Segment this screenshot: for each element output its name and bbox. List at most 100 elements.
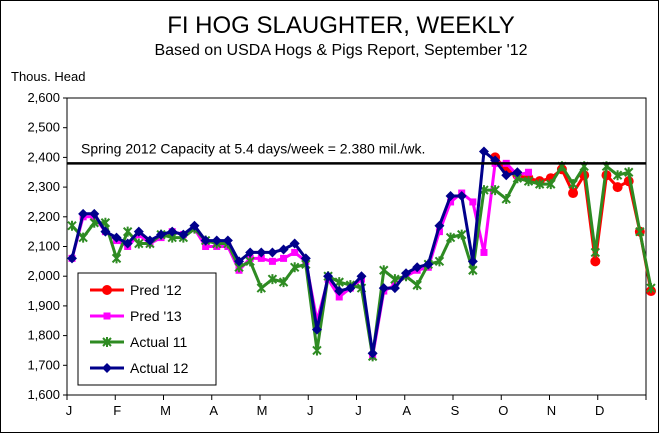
data-point	[289, 262, 300, 273]
data-point	[256, 247, 267, 258]
x-tick-label: A	[209, 403, 218, 418]
x-tick-label: M	[257, 403, 268, 418]
legend-item: Pred '12	[90, 282, 182, 298]
y-tick-label: 1,600	[27, 387, 60, 402]
data-point	[412, 262, 423, 273]
x-tick-label: J	[307, 403, 314, 418]
data-point	[100, 226, 111, 237]
data-point	[478, 146, 489, 157]
data-point	[389, 283, 400, 294]
x-tick-label: F	[113, 403, 121, 418]
data-point	[379, 265, 389, 276]
data-point	[590, 256, 601, 267]
x-tick-label: S	[451, 403, 460, 418]
data-point	[103, 312, 111, 320]
data-point	[289, 238, 300, 249]
y-tick-label: 2,400	[27, 149, 60, 164]
data-point	[568, 179, 578, 190]
data-point	[445, 232, 456, 243]
legend-box	[77, 272, 217, 386]
data-point	[434, 220, 445, 231]
x-tick-label: D	[595, 403, 604, 418]
y-tick-label: 1,800	[27, 328, 60, 343]
data-point	[646, 283, 656, 294]
data-point	[501, 193, 511, 204]
legend-label: Pred '12	[130, 282, 182, 298]
data-point	[144, 235, 155, 246]
data-point	[401, 268, 412, 279]
data-point	[501, 170, 512, 181]
y-tick-label: 2,000	[27, 268, 60, 283]
data-point	[102, 363, 112, 373]
data-point	[256, 283, 266, 294]
chart-subtitle: Based on USDA Hogs & Pigs Report, Septem…	[154, 42, 527, 59]
y-tick-label: 2,100	[27, 239, 60, 254]
x-tick-label: O	[498, 403, 508, 418]
data-point	[624, 167, 634, 178]
data-point	[334, 286, 345, 297]
data-point	[525, 168, 533, 176]
legend-label: Pred '13	[130, 308, 182, 324]
data-point	[334, 277, 344, 288]
data-point	[102, 337, 112, 347]
y-axis-label: Thous. Head	[11, 69, 85, 84]
data-point	[291, 248, 299, 256]
legend: Pred '12 Pred '13 Actual 11 Actual 12	[77, 272, 217, 386]
data-point	[280, 254, 288, 262]
data-point	[335, 293, 343, 301]
data-point	[356, 271, 367, 282]
data-point	[102, 285, 112, 295]
data-point	[278, 244, 289, 255]
data-point	[67, 220, 77, 231]
y-tick-label: 1,700	[27, 357, 60, 372]
x-tick-label: A	[402, 403, 411, 418]
y-tick-label: 2,300	[27, 179, 60, 194]
data-point	[435, 228, 443, 236]
data-point	[189, 220, 200, 231]
data-point	[278, 277, 289, 288]
data-point	[122, 226, 133, 237]
y-tick-label: 2,500	[27, 120, 60, 135]
data-point	[78, 232, 88, 243]
chart-title: FI HOG SLAUGHTER, WEEKLY	[167, 12, 515, 39]
data-point	[445, 191, 456, 202]
x-tick-label: N	[547, 403, 556, 418]
data-point	[469, 198, 477, 206]
data-point	[468, 265, 478, 276]
x-tick-label: M	[160, 403, 171, 418]
y-tick-label: 1,900	[27, 298, 60, 313]
legend-label: Actual 11	[130, 334, 188, 350]
data-point	[245, 256, 255, 267]
data-point	[367, 348, 378, 359]
data-point	[245, 247, 256, 258]
data-point	[133, 226, 144, 237]
data-point	[512, 167, 523, 178]
data-point	[490, 185, 500, 196]
data-point	[323, 271, 334, 282]
data-point	[434, 256, 445, 267]
x-tick-label: J	[355, 403, 362, 418]
data-point	[312, 345, 322, 356]
data-point	[457, 229, 467, 240]
series-group	[67, 146, 656, 362]
series-actual-12	[67, 146, 523, 359]
data-point	[89, 208, 100, 219]
data-point	[523, 176, 534, 187]
data-point	[111, 232, 122, 243]
data-point	[300, 253, 311, 264]
x-tick-label: J	[66, 403, 73, 418]
data-point	[467, 256, 478, 267]
data-point	[456, 191, 467, 202]
data-point	[412, 280, 422, 291]
data-point	[447, 198, 455, 206]
data-point	[311, 324, 322, 335]
data-point	[635, 226, 645, 237]
data-point	[568, 188, 579, 199]
data-point	[234, 256, 245, 267]
data-point	[122, 238, 133, 249]
y-ticks: 1,600 1,700 1,800 1,900 2,000 2,100 2,200 2,300…	[27, 90, 67, 402]
data-point	[612, 182, 623, 193]
